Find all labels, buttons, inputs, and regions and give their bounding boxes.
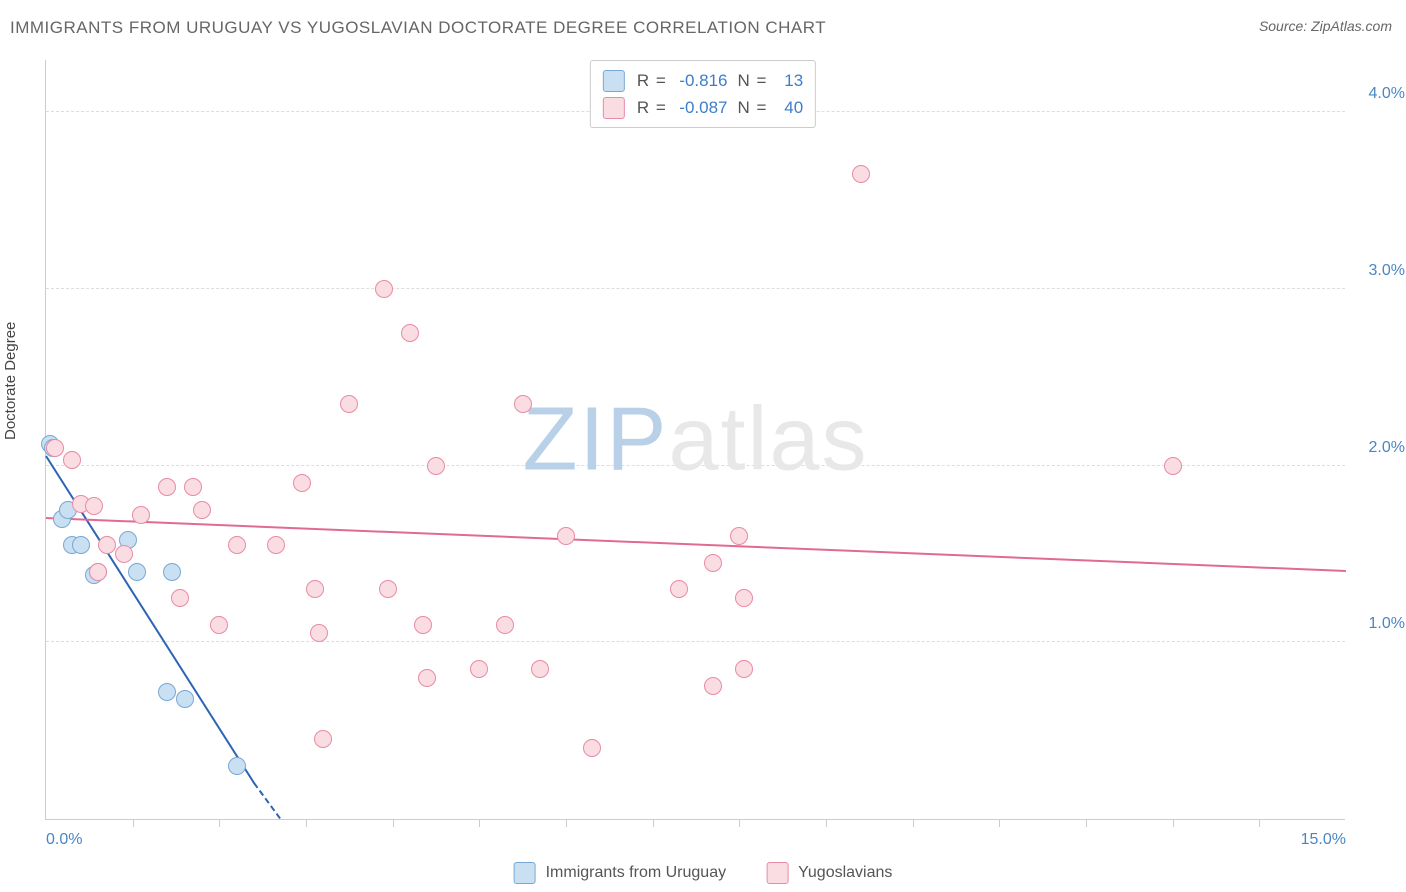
data-point-yugoslavians xyxy=(418,669,436,687)
data-point-yugoslavians xyxy=(306,580,324,598)
data-point-yugoslavians xyxy=(531,660,549,678)
legend-item-yugoslavians: Yugoslavians xyxy=(766,862,892,884)
data-point-yugoslavians xyxy=(427,457,445,475)
legend-stat-row-uruguay: R = -0.816N = 13 xyxy=(603,67,803,94)
data-point-yugoslavians xyxy=(704,677,722,695)
x-tick xyxy=(1173,819,1174,827)
chart-title: IMMIGRANTS FROM URUGUAY VS YUGOSLAVIAN D… xyxy=(10,18,826,38)
legend-label: Yugoslavians xyxy=(798,864,892,882)
x-tick xyxy=(393,819,394,827)
data-point-yugoslavians xyxy=(210,616,228,634)
legend-swatch xyxy=(603,70,625,92)
x-tick xyxy=(653,819,654,827)
watermark-atlas: atlas xyxy=(668,389,868,489)
data-point-yugoslavians xyxy=(63,451,81,469)
data-point-yugoslavians xyxy=(470,660,488,678)
x-tick xyxy=(133,819,134,827)
x-tick-label: 15.0% xyxy=(1301,831,1346,849)
data-point-yugoslavians xyxy=(704,554,722,572)
watermark-zip: ZIP xyxy=(522,389,668,489)
data-point-yugoslavians xyxy=(730,527,748,545)
legend-swatch xyxy=(766,862,788,884)
gridline xyxy=(46,288,1345,289)
data-point-yugoslavians xyxy=(310,624,328,642)
data-point-yugoslavians xyxy=(375,280,393,298)
trend-line-extrapolated xyxy=(253,782,281,819)
x-tick xyxy=(566,819,567,827)
data-point-yugoslavians xyxy=(171,589,189,607)
x-tick xyxy=(826,819,827,827)
legend-label: Immigrants from Uruguay xyxy=(546,864,727,882)
x-tick xyxy=(739,819,740,827)
data-point-yugoslavians xyxy=(184,478,202,496)
data-point-uruguay xyxy=(163,563,181,581)
data-point-yugoslavians xyxy=(89,563,107,581)
data-point-yugoslavians xyxy=(228,536,246,554)
data-point-yugoslavians xyxy=(496,616,514,634)
legend-stat-row-yugoslavians: R = -0.087N = 40 xyxy=(603,94,803,121)
y-tick-label: 4.0% xyxy=(1369,85,1405,103)
data-point-yugoslavians xyxy=(557,527,575,545)
plot-area: ZIPatlas 1.0%2.0%3.0%4.0%0.0%15.0% xyxy=(45,60,1345,820)
data-point-yugoslavians xyxy=(852,165,870,183)
data-point-yugoslavians xyxy=(583,739,601,757)
data-point-yugoslavians xyxy=(514,395,532,413)
legend-stats: R = -0.816N = 13R = -0.087N = 40 xyxy=(590,60,816,128)
x-tick xyxy=(913,819,914,827)
x-tick xyxy=(1259,819,1260,827)
data-point-uruguay xyxy=(158,683,176,701)
x-tick xyxy=(479,819,480,827)
legend-series: Immigrants from Uruguay Yugoslavians xyxy=(514,862,893,884)
data-point-yugoslavians xyxy=(401,324,419,342)
data-point-yugoslavians xyxy=(379,580,397,598)
y-tick-label: 3.0% xyxy=(1369,262,1405,280)
x-tick xyxy=(219,819,220,827)
data-point-uruguay xyxy=(128,563,146,581)
legend-stat-text: R = -0.087N = 40 xyxy=(633,94,803,121)
data-point-yugoslavians xyxy=(314,730,332,748)
gridline xyxy=(46,465,1345,466)
y-axis-label: Doctorate Degree xyxy=(2,322,19,440)
data-point-yugoslavians xyxy=(46,439,64,457)
x-tick-label: 0.0% xyxy=(46,831,82,849)
y-tick-label: 1.0% xyxy=(1369,615,1405,633)
data-point-yugoslavians xyxy=(1164,457,1182,475)
data-point-yugoslavians xyxy=(735,660,753,678)
gridline xyxy=(46,641,1345,642)
legend-swatch xyxy=(514,862,536,884)
data-point-uruguay xyxy=(72,536,90,554)
data-point-yugoslavians xyxy=(414,616,432,634)
data-point-yugoslavians xyxy=(132,506,150,524)
data-point-yugoslavians xyxy=(340,395,358,413)
data-point-uruguay xyxy=(228,757,246,775)
data-point-yugoslavians xyxy=(735,589,753,607)
x-tick xyxy=(306,819,307,827)
data-point-yugoslavians xyxy=(85,497,103,515)
source-label: Source: ZipAtlas.com xyxy=(1259,18,1392,34)
legend-item-uruguay: Immigrants from Uruguay xyxy=(514,862,727,884)
data-point-yugoslavians xyxy=(670,580,688,598)
data-point-yugoslavians xyxy=(158,478,176,496)
x-tick xyxy=(999,819,1000,827)
data-point-uruguay xyxy=(176,690,194,708)
data-point-yugoslavians xyxy=(98,536,116,554)
data-point-yugoslavians xyxy=(115,545,133,563)
data-point-yugoslavians xyxy=(193,501,211,519)
legend-stat-text: R = -0.816N = 13 xyxy=(633,67,803,94)
y-tick-label: 2.0% xyxy=(1369,439,1405,457)
data-point-yugoslavians xyxy=(293,474,311,492)
data-point-yugoslavians xyxy=(267,536,285,554)
legend-swatch xyxy=(603,97,625,119)
x-tick xyxy=(1086,819,1087,827)
watermark: ZIPatlas xyxy=(522,388,868,491)
